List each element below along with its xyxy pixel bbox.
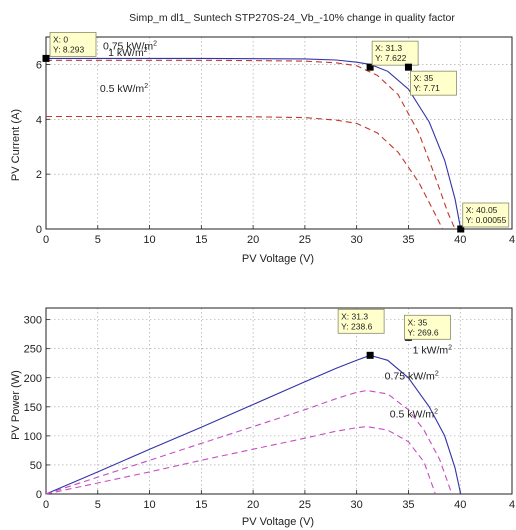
series-line-0-75-kw-m2	[45, 389, 453, 495]
grid	[46, 37, 512, 229]
y-tick-label: 4	[36, 114, 42, 126]
curve-label: 0.75 kW/m2	[385, 370, 439, 382]
x-tick-label: 30	[351, 499, 363, 511]
x-tick-label: 10	[143, 499, 155, 511]
datatip-x-text: X: 35	[407, 317, 427, 327]
plot-frame	[45, 36, 513, 230]
datatip-box	[410, 70, 457, 96]
datatip-y-text: Y: 0.00055	[466, 215, 507, 225]
datatip-y-text: Y: 238.6	[341, 321, 372, 331]
datatip-y-text: Y: 7.622	[375, 53, 406, 63]
series-line-1-kw-m2	[46, 57, 462, 230]
y-tick-label: 100	[24, 431, 42, 443]
curve-label: 0.75 kW/m2	[103, 40, 157, 52]
plot-frame	[45, 307, 513, 495]
curve-label: 0.5 kW/m2	[100, 83, 148, 95]
x-axis-label-voltage: PV Voltage (V)	[242, 253, 314, 265]
power-voltage-plot: PV Power (W) PV Voltage (V) 0 5 10 15 20 25 30…	[10, 307, 515, 528]
series-line-0-5-kw-m2	[46, 115, 444, 230]
x-tick-label: 0	[43, 499, 49, 511]
x-tick-label: 40	[454, 499, 466, 511]
x-tick-label: 10	[143, 234, 155, 246]
y-tick-label: 300	[24, 315, 42, 327]
x-tick-label: 35	[402, 499, 414, 511]
figure-title: Simp_m dl1_ Suntech STP270S-24_Vb_-10% c…	[129, 12, 455, 24]
x-axis-label-voltage: PV Voltage (V)	[242, 516, 314, 528]
datatip-box	[404, 314, 451, 340]
x-tick-label: 35	[402, 234, 414, 246]
y-axis-label-current: PV Current (A)	[10, 109, 22, 181]
y-tick-label: 0	[36, 224, 42, 236]
series-line-0-5-kw-m2	[45, 426, 436, 495]
x-tick-label: 4	[509, 499, 515, 511]
datatip-box	[49, 31, 97, 57]
x-tick-label: 25	[299, 499, 311, 511]
datatip-box	[462, 202, 510, 228]
datatip-y-text: Y: 8.293	[53, 44, 84, 54]
datatip-y-text: Y: 7.71	[413, 83, 440, 93]
datatip-box	[337, 308, 385, 334]
x-tick-label: 0	[43, 234, 49, 246]
y-tick-label: 2	[36, 169, 42, 181]
datatip-y-text: Y: 269.6	[407, 327, 438, 337]
x-tick-label: 15	[195, 499, 207, 511]
datatip-marker	[457, 225, 465, 233]
datatip-marker	[42, 54, 50, 62]
x-tick-label: 40	[454, 234, 466, 246]
y-tick-label: 200	[24, 373, 42, 385]
current-voltage-plot: PV Current (A) PV Voltage (V) 0 5 10 15 20 25…	[10, 31, 515, 265]
datatip-marker	[404, 63, 412, 71]
datatip-marker	[366, 351, 374, 359]
x-tick-label: 4	[509, 234, 515, 246]
y-tick-label: 6	[36, 59, 42, 71]
x-tick-label: 15	[195, 234, 207, 246]
y-tick-label: 150	[24, 402, 42, 414]
x-tick-label: 5	[95, 499, 101, 511]
curve-label: 1 kW/m2	[108, 47, 148, 59]
datatip-x-text: X: 40.05	[466, 205, 498, 215]
x-tick-label: 30	[351, 234, 363, 246]
y-tick-label: 0	[36, 489, 42, 501]
x-tick-label: 5	[95, 234, 101, 246]
x-tick-label: 25	[299, 234, 311, 246]
datatip-box	[371, 40, 419, 66]
y-tick-label: 250	[24, 344, 42, 356]
y-axis-label-power: PV Power (W)	[10, 370, 22, 440]
datatip-marker	[366, 63, 374, 71]
datatip-x-text: X: 35	[413, 73, 433, 83]
series-line-0-75-kw-m2	[46, 59, 456, 230]
curve-label: 1 kW/m2	[413, 344, 453, 356]
datatip-x-text: X: 31.3	[341, 311, 368, 321]
x-tick-label: 20	[247, 234, 259, 246]
datatip-x-text: X: 0	[53, 34, 68, 44]
y-tick-label: 50	[30, 460, 42, 472]
grid	[46, 308, 512, 494]
datatip-x-text: X: 31.3	[375, 43, 402, 53]
series-line-1-kw-m2	[45, 354, 462, 495]
x-tick-label: 20	[247, 499, 259, 511]
curve-label: 0.5 kW/m2	[390, 408, 438, 420]
